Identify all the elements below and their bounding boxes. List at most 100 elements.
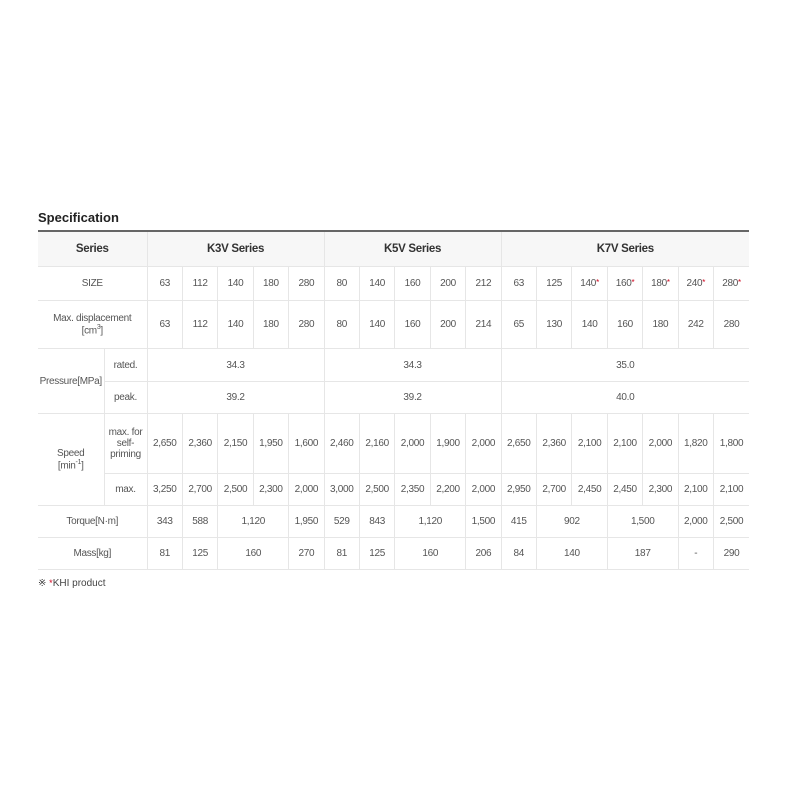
cell-value: 81 (336, 548, 348, 559)
table-cell: 140 (217, 266, 254, 301)
cell-value: 140 (227, 319, 244, 330)
table-cell: 140 (535, 537, 608, 570)
cell-value: 160 (245, 548, 262, 559)
table-cell: 1,820 (677, 413, 715, 474)
cell-value: 1,120 (241, 516, 265, 527)
cell-value: 415 (510, 516, 527, 527)
table-cell: 112 (181, 266, 219, 301)
cell-value: 2,300 (648, 484, 673, 495)
row-group-label: Pressure[MPa] (38, 348, 105, 414)
table-cell: 125 (358, 537, 396, 570)
table-cell: 200 (429, 266, 467, 301)
table-cell: 81 (323, 537, 360, 570)
table-cell: 843 (358, 505, 396, 538)
cell-value: 112 (192, 278, 208, 289)
cell-value: 206 (475, 548, 492, 559)
cell-value: 1,950 (259, 438, 283, 449)
cell-value: 2,500 (365, 484, 389, 495)
unit-close: ] (81, 460, 84, 472)
table-cell: 180 (252, 300, 290, 349)
cell-value: 2,360 (542, 438, 566, 449)
table-cell: 112 (181, 300, 219, 349)
row-label-text: Max. displacement (53, 312, 132, 324)
table-cell: 2,100 (606, 413, 644, 474)
cell-value: 2,360 (188, 438, 212, 449)
cell-value: 2,100 (684, 484, 708, 495)
row-group-unit: [min (57, 460, 76, 472)
table-cell: 63 (146, 300, 183, 349)
table-cell: 2,000 (394, 413, 431, 474)
table-cell: 160 (394, 537, 467, 570)
cell-value: 160 (404, 319, 421, 330)
cell-value: 140 (563, 548, 580, 559)
table-cell: 80 (323, 300, 360, 349)
cell-value: 2,500 (223, 484, 248, 495)
table-cell: 1,800 (713, 413, 749, 474)
table-cell: 1,950 (252, 413, 290, 474)
unit-superscript: 3 (96, 323, 101, 331)
cell-value: 130 (546, 319, 563, 330)
row-label-unit: [cm (81, 325, 98, 337)
table-cell: 2,700 (535, 473, 573, 506)
table-cell: 80 (323, 266, 360, 301)
table-cell: 290 (713, 537, 749, 570)
cell-value: 125 (546, 278, 563, 289)
row-label-text: SIZE (81, 278, 103, 289)
cell-value: 39.2 (403, 392, 422, 403)
cell-value: 2,650 (507, 438, 531, 449)
series-group-header: K7V Series (500, 231, 749, 267)
table-row: SIZE 63 112 140 180 280 80 140 160 200 212 63 125 140… (38, 266, 749, 301)
table-cell: 200 (429, 300, 467, 349)
table-cell: 180* (642, 266, 679, 301)
cell-value: 270 (298, 548, 315, 559)
cell-value: 242 (687, 319, 704, 330)
row-label-text: Torque[N·m] (66, 516, 119, 527)
table-cell: 84 (500, 537, 537, 570)
table-cell: 270 (288, 537, 325, 570)
table-cell: 160 (394, 266, 431, 301)
table-cell: 187 (606, 537, 679, 570)
table-cell: 2,450 (606, 473, 644, 506)
table-cell: 2,100 (677, 473, 715, 506)
cell-value: 125 (192, 548, 209, 559)
table-row: Max. displacement [cm3] 63 112 140 180 280 80 14… (38, 300, 749, 349)
series-group-header: K5V Series (323, 231, 502, 267)
table-cell: 1,950 (288, 505, 325, 538)
table-cell: 40.0 (500, 381, 749, 414)
table-cell: 902 (535, 505, 608, 538)
row-label: Mass[kg] (38, 537, 148, 570)
cell-value: 200 (440, 319, 456, 330)
table-cell: 280 (288, 300, 325, 349)
cell-value: 2,160 (365, 438, 389, 449)
cell-value: 80 (336, 319, 348, 330)
row-group-label: Speed [min-1] (38, 413, 105, 506)
table-cell: 34.3 (323, 348, 502, 382)
table-row: peak. 39.2 39.2 40.0 (38, 381, 749, 414)
table-cell: 3,000 (323, 473, 360, 506)
table-cell: 180 (252, 266, 290, 301)
cell-value: 588 (192, 516, 209, 527)
table-cell: 1,500 (606, 505, 679, 538)
cell-value: 160 (617, 319, 633, 330)
cell-value: 1,120 (418, 516, 443, 527)
row-label: SIZE (38, 266, 148, 301)
unit-close: ] (100, 325, 103, 337)
cell-value: 240 (686, 278, 703, 289)
table-cell: 3,250 (146, 473, 183, 506)
table-cell: 140 (571, 300, 608, 349)
cell-value: - (694, 548, 698, 559)
table-cell: 2,100 (571, 413, 608, 474)
cell-value: 2,000 (471, 484, 496, 495)
table-cell: 588 (181, 505, 219, 538)
khi-product-marker: * (702, 278, 706, 287)
cell-value: 2,460 (329, 438, 354, 449)
table-cell: 125 (181, 537, 219, 570)
row-label: Max. displacement [cm3] (38, 300, 148, 349)
row-sub-label: max. (104, 473, 148, 506)
cell-value: 160 (404, 278, 421, 289)
unit-superscript: -1 (75, 458, 82, 466)
row-sub-label: max. for self-priming (103, 413, 148, 474)
cell-value: 843 (369, 516, 386, 527)
cell-value: 140 (369, 278, 386, 289)
specification-table: Series K3V Series K5V Series K7V Series SIZE… (38, 230, 749, 570)
